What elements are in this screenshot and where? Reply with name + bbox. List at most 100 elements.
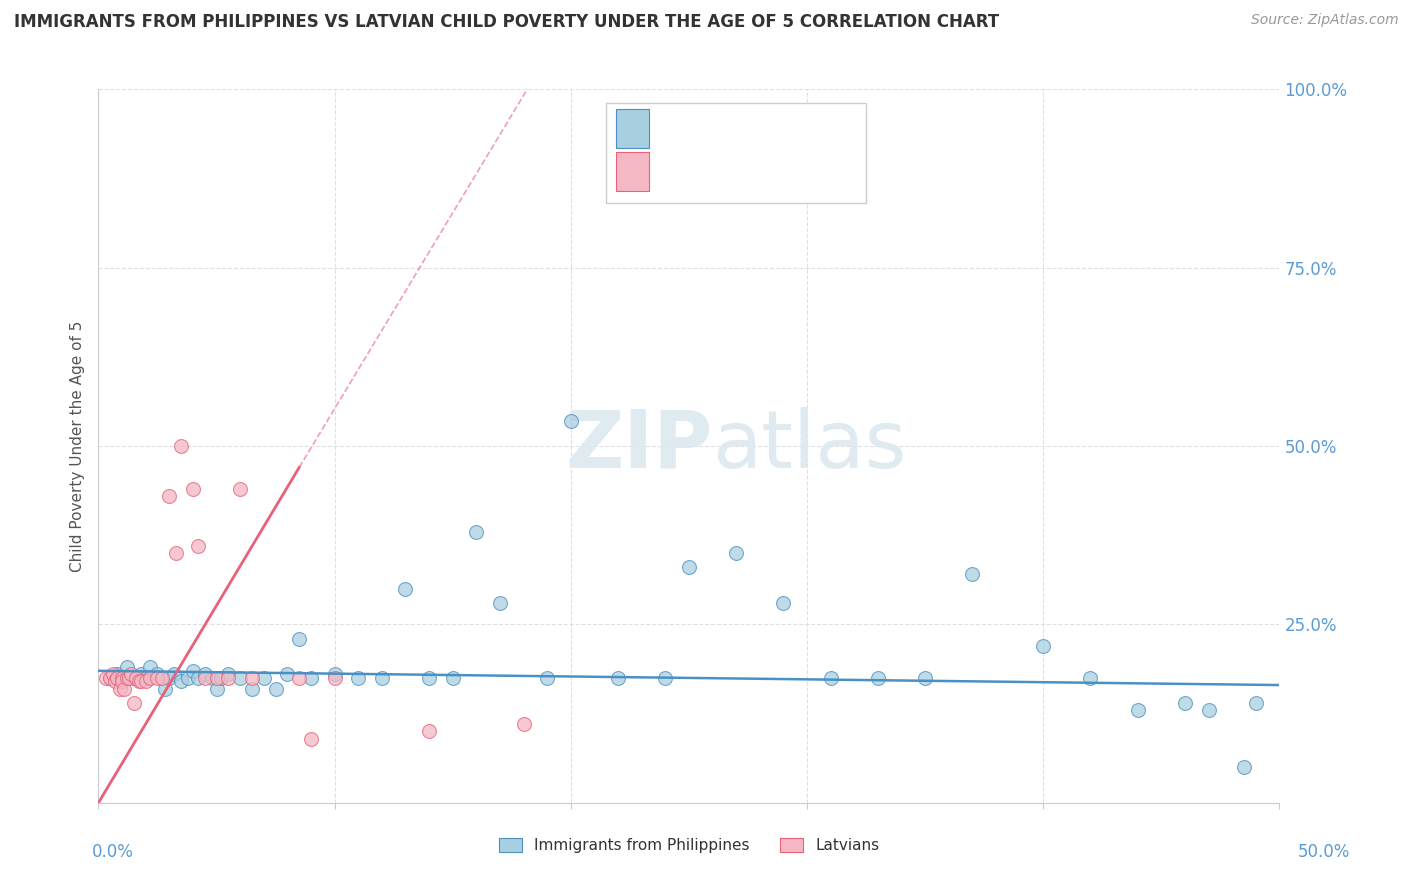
Point bbox=[150, 671, 173, 685]
Point bbox=[288, 632, 311, 646]
Point bbox=[129, 667, 152, 681]
Text: R = -0.054: R = -0.054 bbox=[661, 120, 749, 137]
Text: R =  0.397: R = 0.397 bbox=[661, 162, 749, 180]
Point bbox=[418, 724, 440, 739]
Point bbox=[139, 671, 162, 685]
Point bbox=[205, 671, 228, 685]
Point bbox=[121, 667, 143, 681]
Point bbox=[139, 660, 162, 674]
Point bbox=[217, 667, 239, 681]
Point bbox=[94, 671, 117, 685]
Point bbox=[128, 674, 150, 689]
Bar bbox=[616, 152, 648, 191]
Text: ZIP: ZIP bbox=[565, 407, 713, 485]
Point bbox=[536, 671, 558, 685]
Text: 0.0%: 0.0% bbox=[91, 843, 134, 861]
Text: atlas: atlas bbox=[713, 407, 907, 485]
Point bbox=[288, 671, 311, 685]
Point bbox=[98, 671, 121, 685]
Point bbox=[323, 671, 346, 685]
Point bbox=[1233, 760, 1256, 774]
Point bbox=[299, 731, 322, 746]
Point bbox=[394, 582, 416, 596]
Point bbox=[418, 671, 440, 685]
Point bbox=[264, 681, 287, 696]
Point bbox=[205, 681, 228, 696]
Point bbox=[170, 674, 193, 689]
Point bbox=[371, 671, 394, 685]
Point bbox=[153, 681, 176, 696]
Point bbox=[240, 681, 263, 696]
Point bbox=[512, 717, 534, 731]
Point bbox=[111, 674, 134, 689]
Point bbox=[725, 546, 748, 560]
Point bbox=[101, 667, 124, 681]
Point bbox=[253, 671, 276, 685]
Point bbox=[347, 671, 370, 685]
FancyBboxPatch shape bbox=[606, 103, 866, 203]
Point bbox=[181, 482, 204, 496]
Point bbox=[125, 671, 148, 685]
Point bbox=[165, 546, 187, 560]
Point bbox=[654, 671, 676, 685]
Point bbox=[129, 674, 152, 689]
Point bbox=[111, 674, 134, 689]
Point bbox=[122, 696, 145, 710]
Point bbox=[187, 671, 209, 685]
Point bbox=[181, 664, 204, 678]
Point bbox=[866, 671, 889, 685]
Point bbox=[194, 671, 217, 685]
Point bbox=[135, 671, 157, 685]
Point bbox=[820, 671, 842, 685]
Bar bbox=[616, 109, 648, 148]
Point bbox=[229, 671, 252, 685]
Point bbox=[201, 671, 224, 685]
Point bbox=[177, 671, 200, 685]
Y-axis label: Child Poverty Under the Age of 5: Child Poverty Under the Age of 5 bbox=[69, 320, 84, 572]
Point bbox=[772, 596, 794, 610]
Point bbox=[122, 671, 145, 685]
Point bbox=[1080, 671, 1102, 685]
Point bbox=[489, 596, 512, 610]
Point bbox=[111, 671, 134, 685]
Point bbox=[209, 671, 232, 685]
Point bbox=[115, 660, 138, 674]
Point bbox=[115, 671, 138, 685]
Point bbox=[108, 681, 131, 696]
Text: 50.0%: 50.0% bbox=[1298, 843, 1350, 861]
Point bbox=[276, 667, 298, 681]
Point bbox=[1244, 696, 1267, 710]
Point bbox=[914, 671, 936, 685]
Point bbox=[217, 671, 239, 685]
Point bbox=[962, 567, 984, 582]
Point bbox=[112, 681, 135, 696]
Text: Source: ZipAtlas.com: Source: ZipAtlas.com bbox=[1251, 13, 1399, 28]
Text: N = 54: N = 54 bbox=[772, 120, 830, 137]
Point bbox=[194, 667, 217, 681]
Point bbox=[105, 671, 128, 685]
Point bbox=[1174, 696, 1197, 710]
Point bbox=[465, 524, 488, 539]
Point bbox=[118, 671, 141, 685]
Point bbox=[560, 414, 582, 428]
Point bbox=[146, 667, 169, 681]
Legend: Immigrants from Philippines, Latvians: Immigrants from Philippines, Latvians bbox=[492, 832, 886, 859]
Point bbox=[98, 671, 121, 685]
Point bbox=[229, 482, 252, 496]
Point bbox=[170, 439, 193, 453]
Point bbox=[146, 671, 169, 685]
Point bbox=[163, 667, 186, 681]
Point bbox=[157, 489, 180, 503]
Point bbox=[678, 560, 700, 574]
Point bbox=[240, 671, 263, 685]
Point bbox=[441, 671, 464, 685]
Text: IMMIGRANTS FROM PHILIPPINES VS LATVIAN CHILD POVERTY UNDER THE AGE OF 5 CORRELAT: IMMIGRANTS FROM PHILIPPINES VS LATVIAN C… bbox=[14, 13, 1000, 31]
Point bbox=[104, 674, 127, 689]
Point bbox=[157, 671, 180, 685]
Point bbox=[1198, 703, 1220, 717]
Point bbox=[607, 671, 630, 685]
Point bbox=[1126, 703, 1149, 717]
Point bbox=[135, 674, 157, 689]
Point bbox=[299, 671, 322, 685]
Point bbox=[105, 667, 128, 681]
